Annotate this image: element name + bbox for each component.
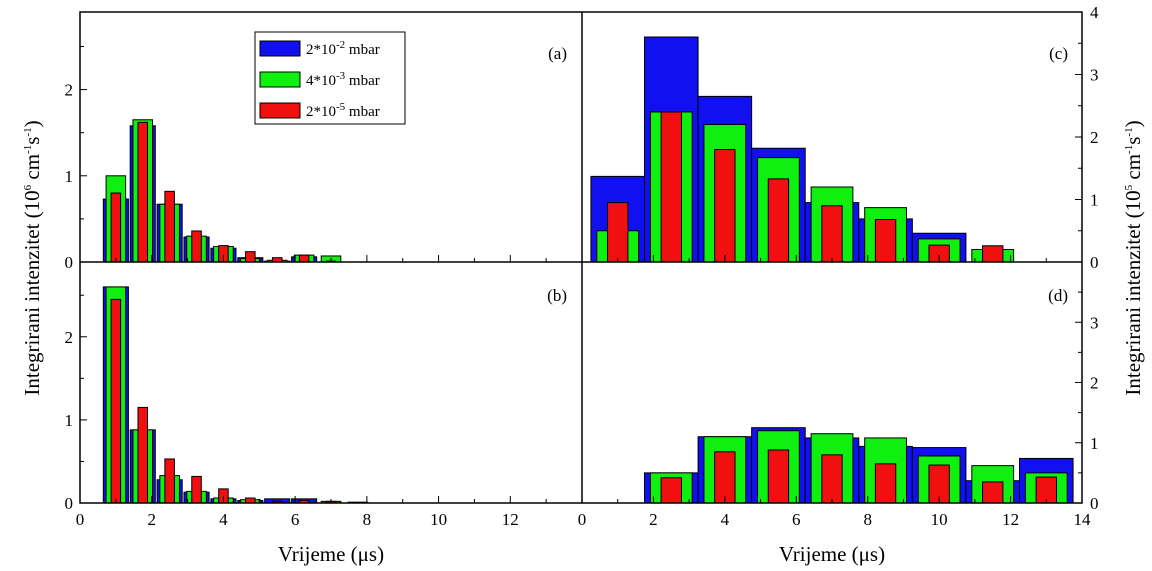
xtick-label-b-0: 0 [76,510,85,529]
bars-layer [102,36,1074,504]
xtick-label-d-7: 14 [1074,510,1092,529]
xtick-label-b-5: 10 [430,510,447,529]
xtick-label-d-5: 10 [931,510,948,529]
ytick-label-a-0: 0 [65,253,74,272]
ytick-label-b-2: 2 [65,328,74,347]
xtick-label-d-4: 8 [863,510,872,529]
bar-c-s2-1 [660,111,682,263]
xtick-label-b-1: 2 [147,510,156,529]
x-axis-title-left: Vrijeme (μs) [278,542,384,566]
bar-b-s2-0 [110,298,122,504]
ytick-label-c-1: 1 [1090,191,1099,210]
bar-c-s2-5 [874,219,897,263]
panel-label-a: (a) [548,44,567,63]
bar-d-s2-7 [982,481,1004,504]
ytick-label-a-2: 2 [65,81,74,100]
legend-label-1: 4*10-3 mbar [306,70,380,89]
ytick-label-b-0: 0 [65,494,74,513]
xtick-label-d-1: 2 [649,510,658,529]
legend-label-2: 2*10-5 mbar [306,101,380,120]
xtick-label-b-6: 12 [502,510,519,529]
ytick-label-c-3: 3 [1090,66,1099,85]
bar-c-s2-0 [607,202,629,263]
bar-a-s2-1 [137,121,149,263]
ytick-label-d-2: 2 [1090,374,1099,393]
panel-label-d: (d) [1048,286,1068,305]
bar-d-s2-3 [767,449,790,504]
bar-d-s2-5 [874,463,897,504]
xtick-label-d-6: 12 [1002,510,1019,529]
ytick-label-d-3: 3 [1090,313,1099,332]
bar-b-s2-3 [191,475,202,504]
bar-b-s2-2 [164,458,175,504]
bar-c-s2-7 [982,245,1004,263]
ytick-label-b-1: 1 [65,411,74,430]
bar-d-s2-4 [821,454,843,504]
x-axis-title-right: Vrijeme (μs) [779,542,885,566]
y-axis-title-right: Integrirani intenzitet (105 cm-1s-1) [1121,120,1145,395]
legend: 2*10-2 mbar 4*10-3 mbar 2*10-5 mbar [254,31,406,125]
bar-a-s2-5 [245,251,256,263]
plot-frame [79,11,1083,504]
xtick-label-b-4: 8 [363,510,372,529]
xtick-label-d-2: 4 [721,510,730,529]
legend-swatch-0 [259,40,301,57]
ytick-label-c-4: 4 [1090,3,1099,22]
ytick-label-c-2: 2 [1090,128,1099,147]
legend-label-0: 2*10-2 mbar [306,39,380,58]
ytick-label-d-0: 0 [1090,494,1099,513]
panel-label-b: (b) [547,286,567,305]
bar-a-s2-2 [164,190,175,263]
bar-a-s2-7 [298,254,310,263]
ytick-label-d-1: 1 [1090,434,1099,453]
xtick-label-d-3: 6 [792,510,801,529]
legend-swatch-1 [259,71,301,88]
xtick-label-b-2: 4 [219,510,228,529]
bar-c-s2-2 [714,149,736,263]
bar-b-s2-1 [137,406,149,504]
xtick-label-d-0: 0 [578,510,587,529]
bar-d-s2-1 [660,477,682,504]
bar-a-s2-3 [191,230,202,263]
bar-a-s2-0 [110,192,122,263]
panel-label-c: (c) [1049,44,1068,63]
bar-d-s2-2 [714,451,736,504]
legend-swatch-2 [259,102,301,119]
xtick-label-b-3: 6 [291,510,300,529]
ytick-label-a-1: 1 [65,167,74,186]
bar-c-s2-4 [821,205,843,263]
ytick-label-c-0: 0 [1090,253,1099,272]
y-axis-title-left: Integrirani intenzitet (106 cm-1s-1) [20,120,44,395]
bar-c-s2-3 [767,178,790,263]
